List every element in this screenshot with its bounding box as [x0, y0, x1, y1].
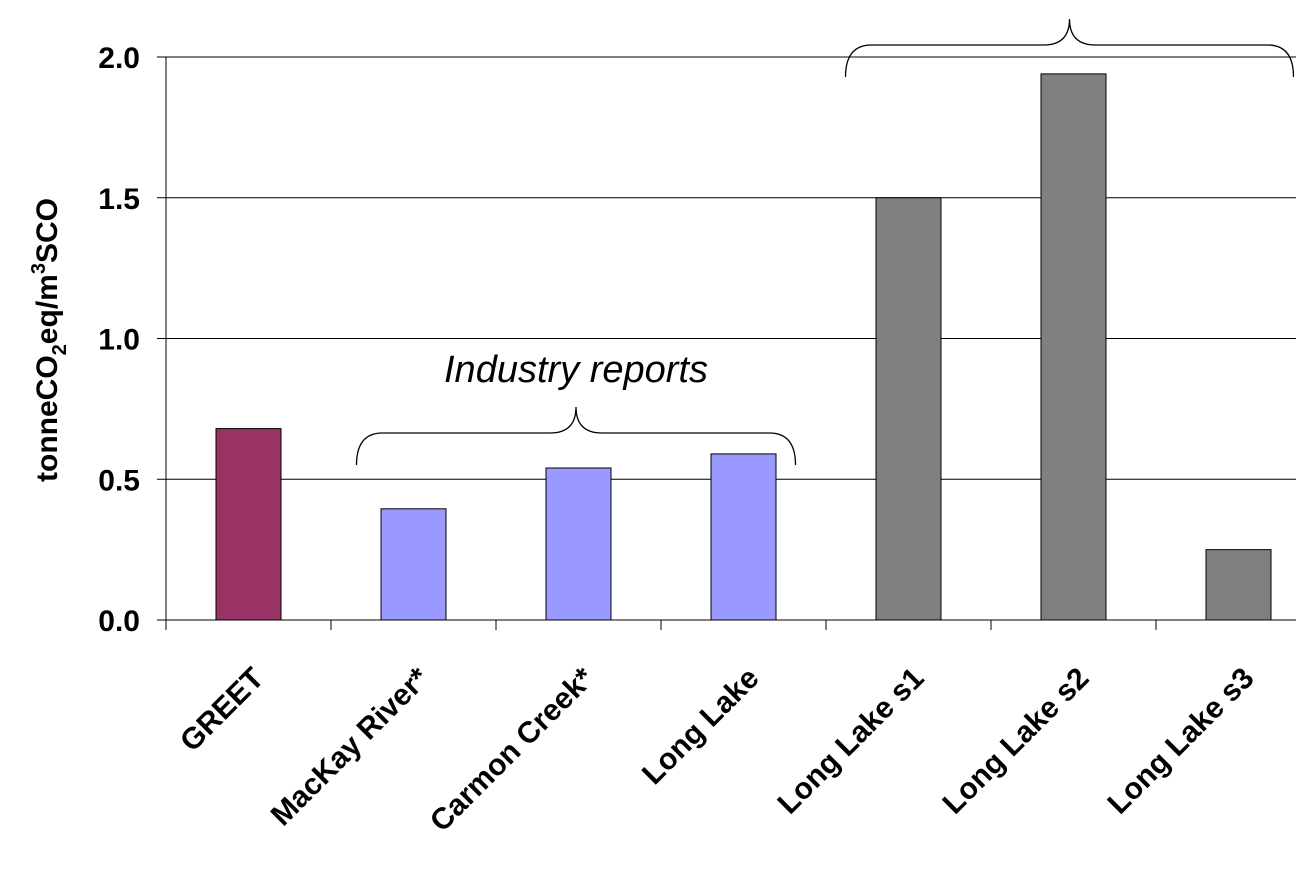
y-tick-label: 2.0 [98, 42, 140, 75]
x-tick-label-long-lake-s1: Long Lake s1 [772, 662, 931, 821]
y-axis-title-suffix: SCO [31, 198, 64, 263]
x-tick-label-long-lake-s2: Long Lake s2 [937, 662, 1096, 821]
bar-carmon-creek [545, 467, 612, 621]
industry-reports-brace [355, 406, 797, 466]
y-axis-title-subscript: 2 [49, 344, 71, 355]
y-tick-label: 0.5 [98, 464, 140, 497]
bar-greet [215, 428, 282, 621]
x-tick-label-long-lake: Long Lake [636, 662, 765, 791]
x-tick-label-carmon-creek: Carmon Creek* [424, 661, 601, 838]
y-axis-title-superscript: 3 [28, 263, 50, 274]
bar-long-lake-s2 [1040, 73, 1107, 621]
x-tick-label-long-lake-s3: Long Lake s3 [1102, 662, 1261, 821]
y-tick-label: 0.0 [98, 605, 140, 638]
axes [157, 56, 1296, 630]
bar-long-lake [710, 453, 777, 621]
bar-long-lake-s1 [875, 197, 942, 621]
x-tick-label-greet: GREET [174, 662, 270, 758]
gridlines [166, 56, 1296, 480]
y-tick-label: 1.5 [98, 183, 140, 216]
long-lake-scenarios-brace [844, 18, 1295, 78]
industry-reports-label: Industry reports [444, 349, 708, 391]
y-tick-labels: 0.0 0.5 1.0 1.5 2.0 [98, 42, 140, 638]
y-axis-title-prefix: tonneCO [31, 355, 64, 482]
y-axis-title: tonneCO2eq/m3SCO [28, 198, 71, 482]
y-tick-label: 1.0 [98, 324, 140, 357]
y-axis-title-middle: eq/m [31, 274, 64, 344]
bars [215, 73, 1272, 621]
x-tick-label-mackay-river: MacKay River* [265, 661, 436, 832]
bar-long-lake-s3 [1205, 549, 1272, 621]
annotations: Industry reports [355, 18, 1295, 466]
bar-mackay-river [380, 508, 447, 621]
